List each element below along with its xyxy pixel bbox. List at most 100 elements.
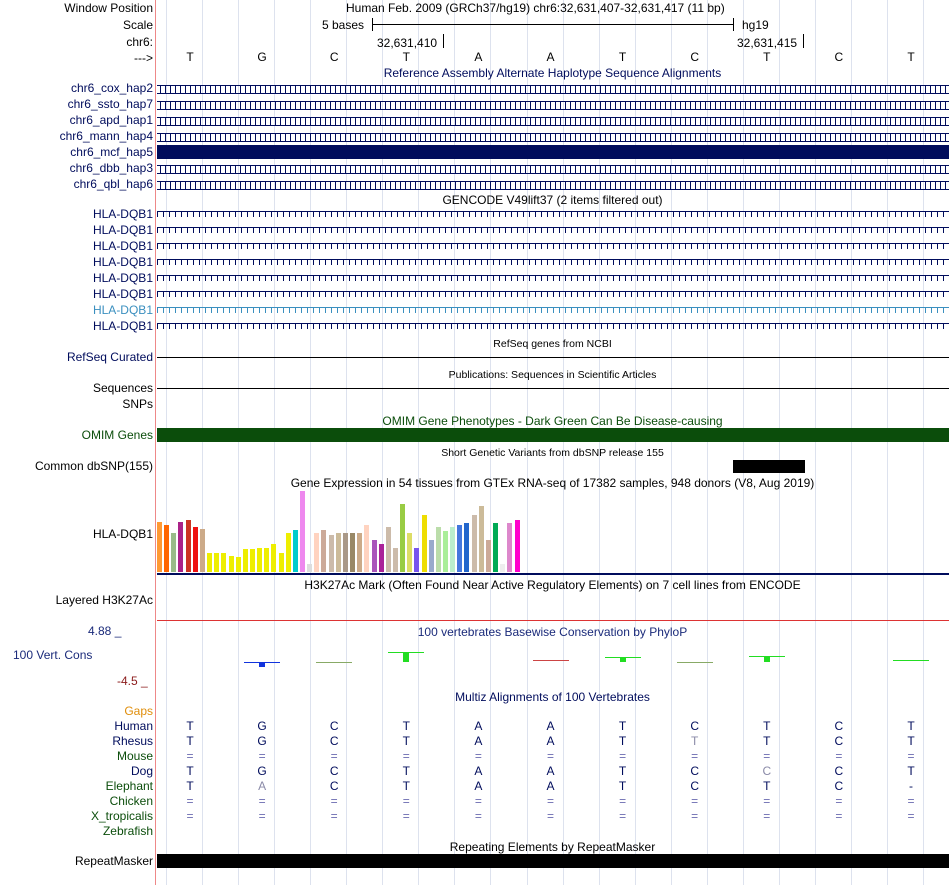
gtex-tissue-bar[interactable] [264,548,270,572]
haplotype-alignment-track[interactable] [157,165,949,174]
repeatmasker-label[interactable]: RepeatMasker [74,854,153,868]
gtex-track-title[interactable]: Gene Expression in 54 tissues from GTEx … [290,476,815,490]
gtex-tissue-bar[interactable] [342,533,348,572]
h3k27ac-label[interactable]: Layered H3K27Ac [55,593,153,607]
gtex-tissue-bar[interactable] [214,553,220,572]
gtex-tissue-bar[interactable] [307,564,313,572]
gtex-tissue-bar[interactable] [192,527,198,572]
gencode-gene-track[interactable] [157,211,949,217]
multiz-track-title[interactable]: Multiz Alignments of 100 Vertebrates [455,690,650,704]
gencode-gene-track[interactable] [157,291,949,297]
publications-track-title[interactable]: Publications: Sequences in Scientific Ar… [448,369,657,381]
gtex-tissue-bar[interactable] [207,553,213,572]
gencode-gene-label[interactable]: HLA-DQB1 [92,255,153,269]
gtex-tissue-bar[interactable] [350,533,356,572]
gencode-gene-track[interactable] [157,275,949,281]
omim-bar[interactable] [157,428,949,442]
gencode-gene-label[interactable]: HLA-DQB1 [92,303,153,317]
gtex-tissue-bar[interactable] [392,548,398,572]
multiz-species-label[interactable]: Elephant [105,779,153,793]
gtex-tissue-bar[interactable] [157,522,162,572]
gtex-tissue-bar[interactable] [300,491,305,572]
gencode-gene-track[interactable] [157,259,949,265]
gtex-tissue-bar[interactable] [171,533,177,572]
gtex-tissue-bar[interactable] [285,533,291,572]
gtex-tissue-bar[interactable] [321,530,327,572]
gtex-tissue-bar[interactable] [478,506,484,572]
gtex-tissue-bar[interactable] [407,533,413,572]
gtex-tissue-bar[interactable] [199,529,205,572]
omim-label[interactable]: OMIM Genes [81,428,153,442]
gtex-tissue-bar[interactable] [400,504,406,572]
gencode-gene-label[interactable]: HLA-DQB1 [92,319,153,333]
multiz-species-label[interactable]: Mouse [116,749,153,763]
gencode-gene-track[interactable] [157,243,949,249]
gtex-tissue-bar[interactable] [271,544,277,572]
dbsnp-label[interactable]: Common dbSNP(155) [34,459,153,473]
haplotype-label[interactable]: chr6_mcf_hap5 [70,145,153,159]
repeatmasker-bar[interactable] [157,854,949,868]
gtex-tissue-bar[interactable] [314,533,320,572]
gtex-tissue-bar[interactable] [228,556,234,572]
gtex-tissue-bar[interactable] [450,527,456,572]
haplotype-alignment-track[interactable] [157,133,949,142]
gtex-tissue-bar[interactable] [464,523,470,572]
gtex-tissue-bar[interactable] [471,515,477,572]
gaps-label[interactable]: Gaps [124,704,153,718]
multiz-species-label[interactable]: Zebrafish [102,824,153,838]
gencode-gene-label[interactable]: HLA-DQB1 [92,271,153,285]
gtex-tissue-bar[interactable] [378,544,384,572]
refseq-line[interactable] [157,357,949,358]
omim-track-title[interactable]: OMIM Gene Phenotypes - Dark Green Can Be… [382,414,723,428]
multiz-species-label[interactable]: Chicken [109,794,153,808]
haplotype-label[interactable]: chr6_cox_hap2 [70,81,153,95]
gtex-tissue-bar[interactable] [292,530,298,572]
publications-label[interactable]: Sequences [92,381,153,395]
gencode-gene-label[interactable]: HLA-DQB1 [92,287,153,301]
haplotype-label[interactable]: chr6_dbb_hap3 [69,161,153,175]
gencode-gene-track[interactable] [157,323,949,329]
haplotype-alignment-track[interactable] [157,85,949,94]
gtex-tissue-bar[interactable] [371,540,377,572]
gtex-tissue-bar[interactable] [435,527,441,572]
gtex-tissue-bar[interactable] [278,553,284,572]
gtex-tissue-bar[interactable] [164,525,170,572]
gtex-tissue-bar[interactable] [514,520,520,572]
haplotype-label[interactable]: chr6_ssto_hap7 [67,97,153,111]
haplotype-label[interactable]: chr6_apd_hap1 [69,113,153,127]
multiz-species-label[interactable]: Rhesus [112,734,153,748]
gencode-track-title[interactable]: GENCODE V49lift37 (2 items filtered out) [442,193,663,207]
gtex-tissue-bar[interactable] [364,525,370,572]
gencode-gene-label[interactable]: HLA-DQB1 [92,239,153,253]
multiz-species-label[interactable]: Human [114,719,153,733]
haplotype-alignment-track[interactable] [157,101,949,110]
gtex-tissue-bar[interactable] [221,553,227,572]
gtex-tissue-bar[interactable] [428,540,434,572]
gtex-bar-chart[interactable] [157,491,949,572]
gtex-tissue-bar[interactable] [500,564,506,572]
dbsnp-variant-block[interactable] [733,460,805,473]
gtex-tissue-bar[interactable] [335,533,341,572]
gtex-tissue-bar[interactable] [414,548,420,572]
haplotype-solid-bar[interactable] [157,145,949,159]
gtex-tissue-bar[interactable] [493,523,499,572]
haplotype-alignment-track[interactable] [157,117,949,126]
refseq-track-title[interactable]: RefSeq genes from NCBI [493,338,612,350]
gtex-tissue-bar[interactable] [257,548,263,572]
publications-line[interactable] [157,388,949,389]
gencode-gene-label[interactable]: HLA-DQB1 [92,223,153,237]
haplotype-track-title[interactable]: Reference Assembly Alternate Haplotype S… [383,66,722,80]
gtex-tissue-bar[interactable] [357,533,363,572]
conservation-label[interactable]: 100 Vert. Cons [13,648,93,662]
gencode-gene-label[interactable]: HLA-DQB1 [92,207,153,221]
haplotype-alignment-track[interactable] [157,181,949,190]
gtex-tissue-bar[interactable] [385,527,391,572]
gtex-tissue-bar[interactable] [242,549,248,572]
dbsnp-track-title[interactable]: Short Genetic Variants from dbSNP releas… [441,447,664,459]
gtex-tissue-bar[interactable] [178,522,184,572]
gtex-label[interactable]: HLA-DQB1 [92,527,153,541]
multiz-species-label[interactable]: X_tropicalis [90,809,153,823]
repeatmasker-track-title[interactable]: Repeating Elements by RepeatMasker [449,840,656,854]
gencode-gene-track[interactable] [157,307,949,313]
